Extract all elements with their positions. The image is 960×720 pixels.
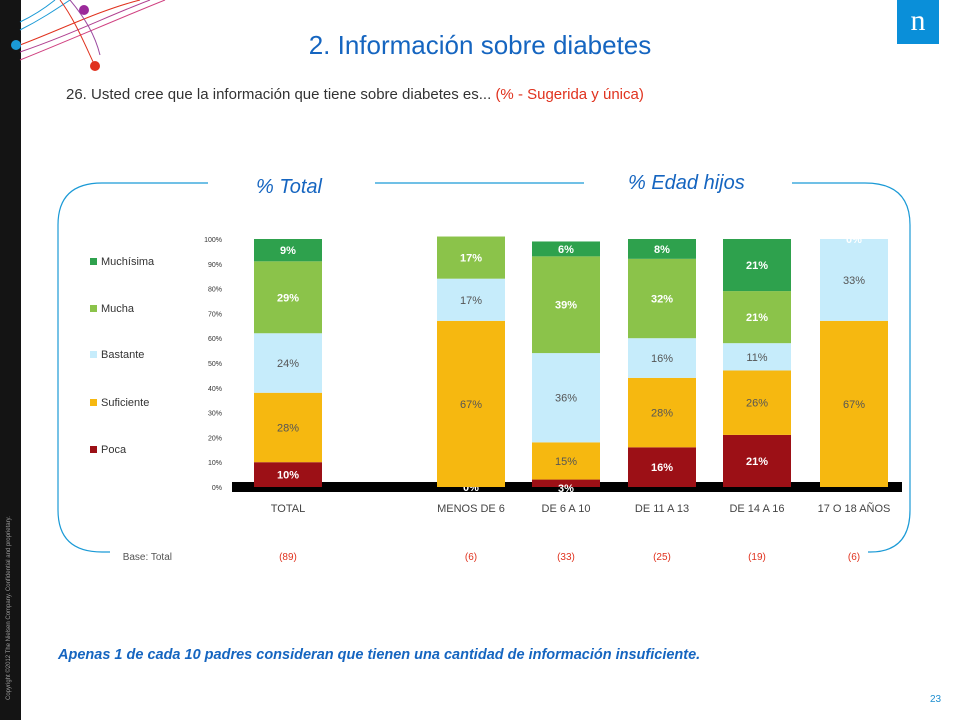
data-label: 24% <box>277 358 299 370</box>
bar-suficiente <box>532 442 600 480</box>
legend-label: Muchísima <box>101 256 155 268</box>
y-tick-label: 40% <box>208 386 222 393</box>
data-label: 8% <box>654 244 670 256</box>
y-tick-label: 90% <box>208 262 222 269</box>
bar-muchísima <box>532 241 600 257</box>
category-label: MENOS DE 6 <box>437 503 505 515</box>
bar-poca <box>254 462 322 487</box>
y-tick-label: 20% <box>208 435 222 442</box>
data-label: 11% <box>746 352 767 364</box>
y-tick-label: 10% <box>208 460 222 467</box>
data-label: 17% <box>460 253 482 265</box>
data-label: 6% <box>558 244 574 256</box>
bar-poca <box>628 447 696 487</box>
data-label: 39% <box>555 300 577 312</box>
bar-mucha <box>628 258 696 339</box>
bar-mucha <box>723 291 791 344</box>
legend-label: Mucha <box>101 303 135 315</box>
category-label: DE 14 A 16 <box>729 503 784 515</box>
bar-suficiente <box>254 392 322 463</box>
legend-label: Poca <box>101 444 127 456</box>
bar-bastante <box>254 333 322 393</box>
legend-swatch <box>90 305 97 312</box>
data-label: 21% <box>746 456 768 468</box>
legend-swatch <box>90 446 97 453</box>
y-tick-label: 60% <box>208 336 222 343</box>
data-label: 21% <box>746 312 768 324</box>
data-label: 15% <box>555 456 577 468</box>
base-value: (33) <box>557 552 575 563</box>
y-tick-label: 50% <box>208 361 222 368</box>
data-label: 33% <box>843 275 865 287</box>
page-number: 23 <box>930 694 942 705</box>
bar-muchísima <box>723 239 791 292</box>
bar-bastante <box>820 239 888 321</box>
data-label: 67% <box>843 399 865 411</box>
legend-swatch <box>90 258 97 265</box>
data-label: 3% <box>558 483 574 495</box>
category-label: DE 11 A 13 <box>635 503 689 515</box>
question-text: 26. Usted cree que la información que ti… <box>66 86 644 103</box>
y-tick-label: 0% <box>212 485 222 492</box>
bar-suficiente <box>723 370 791 435</box>
bar-mucha <box>437 236 505 279</box>
y-tick-label: 30% <box>208 411 222 418</box>
data-label: 21% <box>746 260 768 272</box>
data-label: 9% <box>280 245 296 257</box>
base-value: (89) <box>279 552 297 563</box>
y-tick-label: 100% <box>204 237 222 244</box>
question-main: 26. Usted cree que la información que ti… <box>66 86 492 103</box>
legend-swatch <box>90 399 97 406</box>
question-note: (% - Sugerida y única) <box>495 86 644 103</box>
bar-mucha <box>532 256 600 354</box>
bar-suficiente <box>437 320 505 487</box>
data-label: 0% <box>846 234 862 246</box>
base-value: (25) <box>653 552 671 563</box>
legend-label: Bastante <box>101 349 144 361</box>
bar-muchísima <box>254 239 322 262</box>
data-label: 17% <box>460 295 482 307</box>
footnote: Apenas 1 de cada 10 padres consideran qu… <box>58 647 701 663</box>
data-label: 28% <box>651 408 673 420</box>
bar-mucha <box>254 261 322 334</box>
edad-group-label: % Edad hijos <box>628 172 745 194</box>
bar-poca <box>723 434 791 487</box>
data-label: 16% <box>651 462 673 474</box>
category-label: TOTAL <box>271 503 305 515</box>
legend-swatch <box>90 351 97 358</box>
data-label: 32% <box>651 294 673 306</box>
bar-suficiente <box>820 320 888 487</box>
bar-suficiente <box>628 377 696 448</box>
data-label: 36% <box>555 393 577 405</box>
category-label: DE 6 A 10 <box>542 503 591 515</box>
bar-bastante <box>437 278 505 321</box>
total-group-label: % Total <box>256 176 322 198</box>
y-tick-label: 80% <box>208 287 222 294</box>
bar-bastante <box>723 343 791 371</box>
base-value: (6) <box>848 552 860 563</box>
bar-muchísima <box>628 239 696 259</box>
left-strip <box>0 0 21 720</box>
base-value: (6) <box>465 552 477 563</box>
page-title: 2. Información sobre diabetes <box>308 30 652 60</box>
bar-bastante <box>532 353 600 443</box>
nielsen-logo: n <box>897 0 939 44</box>
data-label: 67% <box>460 399 482 411</box>
data-label: 10% <box>277 470 299 482</box>
y-tick-label: 70% <box>208 311 222 318</box>
base-value: (19) <box>748 552 766 563</box>
base-label: Base: Total <box>123 552 172 563</box>
data-label: 29% <box>277 292 299 304</box>
data-label: 16% <box>651 353 673 365</box>
bar-poca <box>532 479 600 487</box>
legend-label: Suficiente <box>101 397 149 409</box>
category-label: 17 O 18 AÑOS <box>818 502 891 515</box>
data-label: 26% <box>746 398 768 410</box>
data-label: 28% <box>277 422 299 434</box>
bar-bastante <box>628 338 696 378</box>
